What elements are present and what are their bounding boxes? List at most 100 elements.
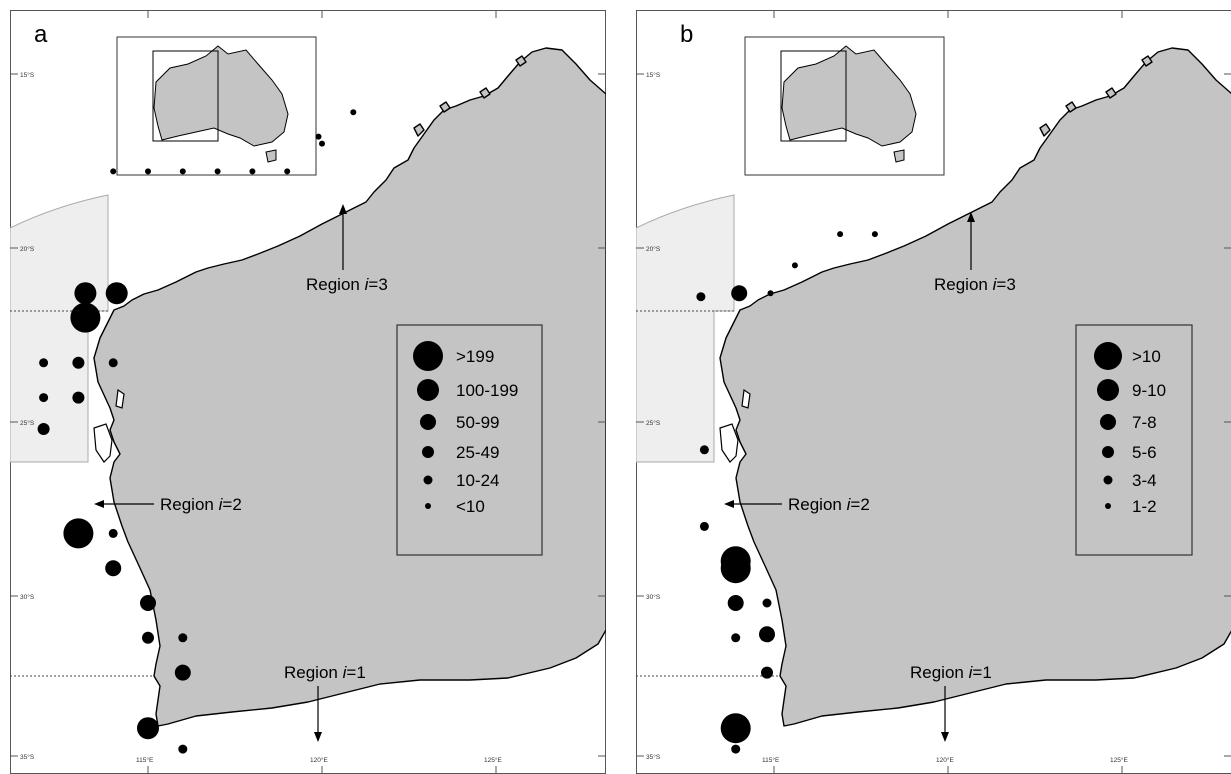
region-1-arrowhead — [314, 732, 322, 742]
sighting-dot — [145, 168, 151, 175]
legend-label: 10-24 — [456, 471, 499, 490]
lat-label: 35°S — [20, 753, 35, 761]
legend-label: >10 — [1132, 347, 1161, 366]
map-panel-b: 15°S 20°S 25°S 30°S 35°S 115°E 120°E 125… — [636, 10, 1231, 774]
kimberley-island-2 — [1065, 101, 1077, 113]
legend-symbol — [1094, 342, 1122, 370]
sighting-dot — [142, 631, 154, 644]
lon-label: 125°E — [484, 756, 502, 764]
lon-label: 120°E — [310, 756, 328, 764]
panel-b-map-svg: 15°S 20°S 25°S 30°S 35°S 115°E 120°E 125… — [636, 10, 1231, 774]
sighting-dot — [214, 168, 221, 175]
legend: >10 9-10 7-8 5-6 3-4 1-2 — [1075, 324, 1193, 556]
shark-bay-inlet — [93, 423, 113, 463]
map-panel-a: 15°S 20°S 25°S 30°S 35°S 115°E 120°E 125… — [10, 10, 606, 774]
kimberley-island-2 — [439, 101, 451, 113]
legend-symbol — [1103, 475, 1113, 485]
region-3-arrowhead — [967, 212, 975, 222]
legend-symbol — [417, 379, 439, 401]
sighting-dot — [319, 140, 325, 147]
sighting-dot — [762, 598, 772, 608]
lat-label: 25°S — [20, 419, 35, 427]
legend-label: 25-49 — [456, 443, 499, 462]
sighting-dot — [249, 168, 256, 175]
kimberley-island-3 — [1105, 87, 1117, 99]
sighting-dot — [315, 133, 322, 140]
bay-island — [741, 388, 751, 409]
legend-label: 7-8 — [1132, 413, 1157, 432]
sighting-dot — [110, 168, 117, 175]
bay-island — [115, 388, 125, 409]
sighting-dot — [720, 553, 751, 584]
panel-a-map-svg: 15°S 20°S 25°S 30°S 35°S 115°E 120°E 125… — [10, 10, 606, 774]
sighting-dot — [72, 356, 85, 369]
lon-label: 115°E — [136, 756, 154, 764]
sighting-dot — [70, 302, 101, 333]
sighting-dot — [731, 285, 748, 302]
sighting-dot — [284, 168, 291, 175]
sighting-dot — [720, 713, 751, 744]
legend-symbol — [1100, 414, 1116, 430]
sighting-dot — [178, 744, 188, 754]
sighting-dot — [759, 626, 775, 643]
sighting-dot — [696, 292, 706, 302]
lat-label: 30°S — [20, 593, 35, 601]
lat-label: 25°S — [646, 419, 661, 427]
sighting-dot — [731, 744, 741, 754]
sighting-dot — [74, 282, 97, 305]
region-3-arrowhead — [339, 204, 347, 214]
region-1-arrowhead — [941, 732, 949, 742]
region-2-label: Region i=2 — [788, 495, 870, 514]
legend-label: <10 — [456, 497, 485, 516]
lon-label: 115°E — [762, 756, 780, 764]
sighting-dot — [699, 521, 709, 531]
sighting-dot — [39, 393, 49, 403]
legend-label: 100-199 — [456, 381, 518, 400]
region-1-label: Region i=1 — [910, 663, 992, 682]
region-3-label: Region i=3 — [306, 275, 388, 294]
sighting-dot — [105, 560, 122, 577]
legend-label: >199 — [456, 347, 494, 366]
legend-symbol — [422, 446, 434, 458]
panel-letter: b — [680, 21, 693, 48]
region-2-arrowhead — [94, 500, 104, 508]
legend-symbol — [425, 503, 431, 509]
sighting-dot — [39, 358, 49, 368]
lon-label: 125°E — [1110, 756, 1128, 764]
legend-box — [1075, 324, 1193, 556]
sighting-dot — [140, 595, 156, 611]
kimberley-island-1 — [1039, 123, 1051, 137]
sighting-dot — [178, 633, 188, 643]
legend-label: 3-4 — [1132, 471, 1157, 490]
region-3-label: Region i=3 — [934, 275, 1016, 294]
sightings-layer — [37, 109, 357, 754]
sighting-dot — [37, 423, 50, 435]
sighting-dot — [108, 358, 118, 368]
legend-box — [396, 324, 543, 556]
sighting-dot — [137, 717, 159, 740]
lat-label: 20°S — [20, 245, 35, 253]
sighting-dot — [179, 168, 186, 175]
lat-label: 20°S — [646, 245, 661, 253]
region-2-arrowhead — [724, 500, 734, 508]
sighting-dot — [105, 282, 128, 305]
sightings-layer — [696, 231, 878, 754]
lat-label: 15°S — [20, 71, 35, 79]
sighting-dot — [63, 518, 94, 549]
kimberley-island-3 — [479, 87, 491, 99]
legend-symbol — [1105, 503, 1111, 509]
sighting-dot — [731, 633, 741, 643]
kimberley-island-4 — [515, 55, 527, 67]
legend-label: 9-10 — [1132, 381, 1166, 400]
western-australia-land — [719, 47, 1231, 727]
australia-inset-map — [116, 36, 317, 176]
kimberley-island-1 — [413, 123, 425, 137]
sighting-dot — [791, 262, 798, 269]
kimberley-island-4 — [1141, 55, 1153, 67]
legend-symbol — [423, 475, 433, 485]
western-australia-land — [93, 47, 606, 727]
sighting-dot — [767, 290, 774, 297]
sighting-dot — [350, 109, 357, 116]
sighting-dot — [108, 528, 118, 538]
legend-symbol — [420, 414, 436, 430]
